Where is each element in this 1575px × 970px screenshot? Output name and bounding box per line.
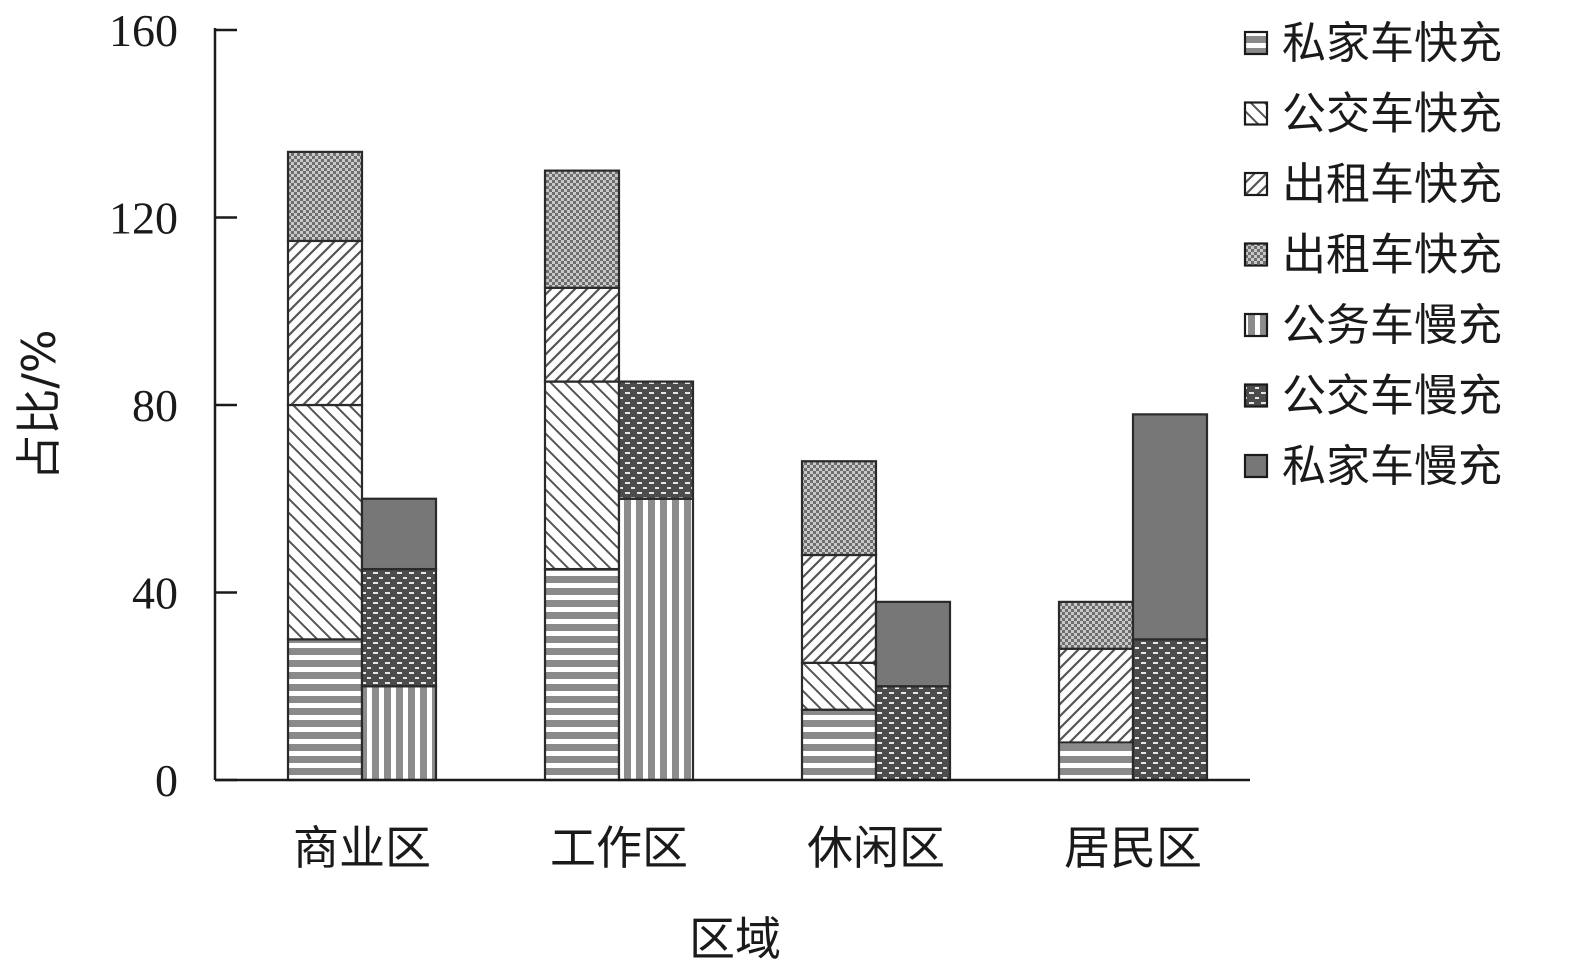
legend-entry-label: 公交车慢充 xyxy=(1282,371,1502,422)
bar-segment xyxy=(543,567,621,782)
bar-segment xyxy=(874,685,952,782)
legend-swatch xyxy=(1243,242,1269,267)
y-tick-label: 80 xyxy=(132,380,178,431)
bar-segment xyxy=(800,661,878,711)
legend-swatch xyxy=(1243,312,1269,338)
y-ticks: 0 40 80 120 160 xyxy=(109,5,237,806)
bar-segment xyxy=(1057,600,1135,650)
bar-segment xyxy=(360,685,438,782)
x-category-label: 商业区 xyxy=(293,821,431,875)
bar-segment xyxy=(617,380,695,500)
y-tick-label: 160 xyxy=(109,5,178,56)
legend-swatch xyxy=(1243,453,1269,479)
bar-segment xyxy=(1057,741,1135,782)
bar-segment xyxy=(286,239,364,407)
bar-segment xyxy=(543,169,621,289)
bar-segment xyxy=(286,403,364,641)
bar-segment xyxy=(1057,647,1135,744)
bar-segment xyxy=(543,380,621,571)
bar-segment xyxy=(1131,413,1209,641)
legend-entry-label: 私家车慢充 xyxy=(1282,441,1502,492)
y-axis-title: 占比/% xyxy=(12,329,66,480)
bar-segment xyxy=(286,638,364,782)
bar-segment xyxy=(800,460,878,557)
legend-swatch xyxy=(1243,101,1269,126)
bar-segment xyxy=(543,286,621,383)
bar-segment xyxy=(360,497,438,571)
y-tick-label: 40 xyxy=(132,568,178,619)
y-tick-label: 120 xyxy=(109,193,178,244)
bar-segment xyxy=(617,497,695,782)
bar-segment xyxy=(800,553,878,664)
bars-layer xyxy=(286,150,1209,782)
x-category-label: 休闲区 xyxy=(807,821,945,875)
x-axis-title: 区域 xyxy=(689,912,781,966)
legend-entry-label: 公交车快充 xyxy=(1282,89,1502,140)
legend-swatch xyxy=(1243,171,1269,197)
legend-entry-label: 公务车慢充 xyxy=(1282,300,1502,351)
x-category-labels: 商业区 工作区 休闲区 居民区 xyxy=(293,821,1202,875)
bar-segment xyxy=(800,708,878,782)
legend-swatch xyxy=(1243,383,1269,408)
bar-segment xyxy=(360,567,438,688)
x-category-label: 居民区 xyxy=(1064,821,1202,875)
y-tick-label: 0 xyxy=(155,755,178,806)
legend-entry-label: 出租车快充 xyxy=(1282,230,1502,281)
legend-entry-label: 出租车快充 xyxy=(1282,159,1502,210)
legend-swatch xyxy=(1243,30,1269,56)
bar-segment xyxy=(286,150,364,243)
bar-segment xyxy=(1131,638,1209,782)
x-category-label: 工作区 xyxy=(550,821,688,875)
legend-entry-label: 私家车快充 xyxy=(1282,18,1502,69)
bar-segment xyxy=(874,600,952,688)
